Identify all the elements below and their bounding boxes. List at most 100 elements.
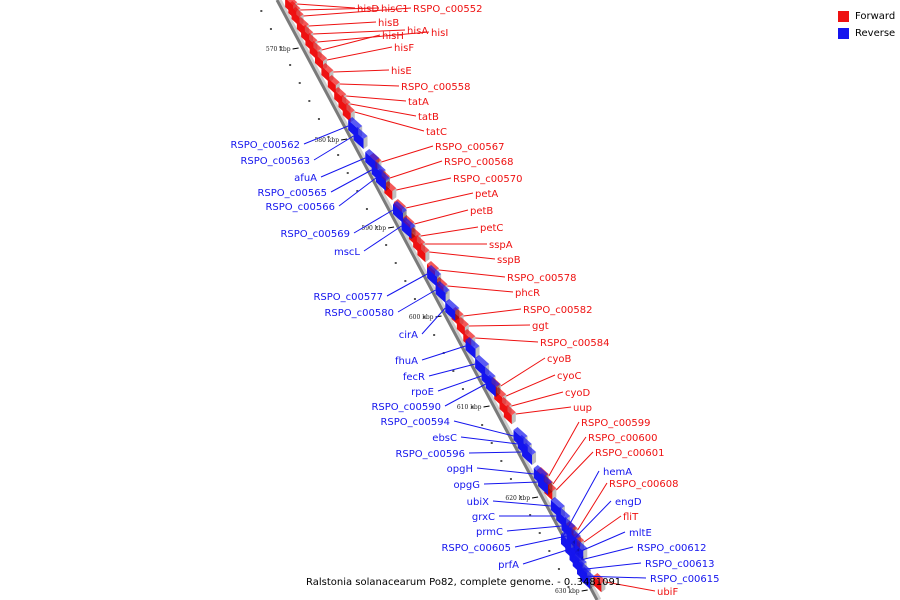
leader-line — [313, 29, 406, 35]
position-dot — [346, 172, 349, 174]
gene-top — [301, 25, 314, 36]
scale-tick — [581, 589, 588, 592]
gene-body — [485, 378, 496, 397]
position-dot — [289, 64, 292, 66]
gene-body — [393, 204, 403, 223]
leader-line — [397, 289, 436, 313]
gene-top — [393, 201, 407, 213]
leader-line — [447, 285, 514, 293]
scale-label: 590 kbp — [361, 225, 386, 232]
gene-side — [601, 580, 606, 593]
gene-label-rspo-c00596: RSPO_c00596 — [395, 449, 465, 460]
position-dot — [394, 262, 397, 264]
leader-line — [308, 21, 377, 27]
leader-line — [421, 307, 446, 335]
gene-label-rspo-c00570: RSPO_c00570 — [453, 174, 523, 185]
gene-side — [411, 226, 416, 239]
leader-line — [506, 374, 556, 397]
position-dot — [260, 10, 263, 12]
gene-rspo-c00566 — [375, 169, 390, 191]
legend-forward: Forward — [838, 8, 895, 25]
position-dot — [471, 406, 474, 408]
gene-top — [296, 17, 309, 28]
leader-line — [444, 383, 487, 407]
gene-top — [513, 427, 528, 439]
gene-top — [435, 281, 450, 293]
leader-line — [350, 103, 417, 117]
leader-line — [363, 225, 402, 252]
gene-label-ubif: ubiF — [657, 587, 678, 598]
gene-body — [503, 408, 512, 425]
gene-label-hisb: hisB — [378, 18, 399, 29]
leader-line — [354, 111, 425, 132]
gene-label-hema: hemA — [603, 467, 632, 478]
leader-line — [300, 7, 380, 11]
gene-top — [475, 355, 490, 367]
gene-body — [456, 320, 465, 337]
genome-backbone — [275, 0, 599, 600]
gene-top — [353, 127, 368, 139]
leader-line — [333, 69, 390, 73]
leader-line — [297, 3, 356, 9]
gene-label-sspb: sspB — [497, 255, 521, 266]
gene-top — [445, 299, 460, 311]
gene-label-rspo-c00562: RSPO_c00562 — [230, 140, 300, 151]
gene-label-rspo-c00594: RSPO_c00594 — [380, 417, 450, 428]
leader-line — [321, 34, 381, 51]
position-dot — [490, 442, 493, 444]
leader-line — [476, 467, 534, 475]
gene-side — [455, 308, 460, 321]
gene-label-opgg: opgG — [453, 480, 480, 491]
gene-label-ebsc: ebsC — [432, 433, 457, 444]
gene-label-hisd: hisD — [357, 4, 379, 15]
gene-label-afua: afuA — [294, 173, 317, 184]
gene-label-fhua: fhuA — [395, 356, 418, 367]
gene-top — [550, 497, 565, 509]
gene-label-rspo-c00578: RSPO_c00578 — [507, 273, 577, 284]
gene-label-engd: engD — [615, 497, 642, 508]
position-dot — [538, 532, 541, 534]
gene-opgg — [538, 473, 553, 495]
gene-top — [427, 265, 442, 277]
position-dot — [481, 424, 484, 426]
gene-cira — [445, 299, 460, 321]
position-dot — [317, 118, 320, 120]
gene-label-rspo-c00605: RSPO_c00605 — [441, 543, 511, 554]
leader-line — [338, 177, 377, 207]
gene-top — [565, 539, 580, 551]
position-dot — [567, 586, 570, 588]
gene-top — [305, 33, 318, 44]
gene-label-rspo-c00566: RSPO_c00566 — [265, 202, 335, 213]
gene-top — [517, 435, 532, 447]
leader-line — [346, 95, 407, 102]
gene-label-peta: petA — [475, 189, 498, 200]
gene-side — [385, 178, 390, 191]
position-dot — [365, 208, 368, 210]
gene-label-rspo-c00580: RSPO_c00580 — [324, 308, 394, 319]
leader-line — [506, 525, 562, 532]
gene-top — [417, 243, 430, 254]
gene-label-hisf: hisF — [394, 43, 414, 54]
gene-label-petc: petC — [480, 223, 503, 234]
gene-rspo-c00596 — [522, 443, 537, 465]
gene-label-phcr: phcR — [515, 288, 540, 299]
gene-body — [327, 78, 336, 95]
leader-line — [438, 269, 506, 278]
leader-line — [303, 7, 412, 17]
leader-line — [330, 169, 372, 193]
gene-body — [342, 106, 351, 123]
position-dot — [308, 100, 311, 102]
gene-rspo-c00580 — [435, 281, 450, 303]
gene-label-cyoc: cyoC — [557, 371, 582, 382]
gene-top — [365, 149, 380, 161]
gene-label-rspo-c00612: RSPO_c00612 — [637, 543, 707, 554]
leader-line — [492, 500, 551, 507]
leader-line — [381, 145, 434, 163]
gene-label-ggt: ggt — [532, 321, 549, 332]
leader-line — [511, 391, 564, 407]
legend: Forward Reverse — [838, 8, 895, 42]
leader-line — [515, 406, 572, 415]
gene-top — [499, 397, 512, 408]
position-dot — [375, 226, 378, 228]
